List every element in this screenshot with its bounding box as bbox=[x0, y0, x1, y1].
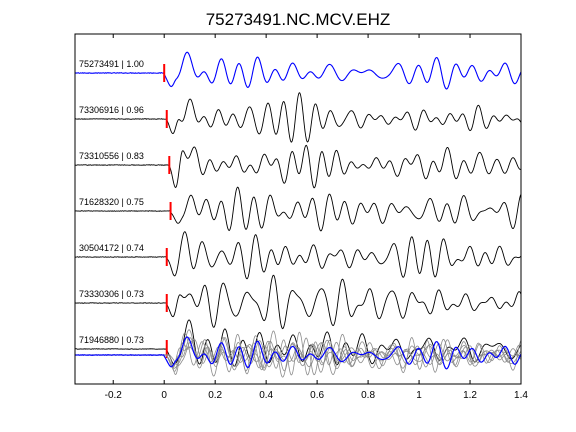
x-tick-label: 1.2 bbox=[463, 390, 477, 401]
waveform-trace-71628320 bbox=[74, 186, 522, 232]
axes-box bbox=[74, 33, 522, 385]
x-tick-label: 0.4 bbox=[259, 390, 273, 401]
trace-label-73306916: 73306916 | 0.96 bbox=[79, 105, 144, 115]
trace-label-73330306: 73330306 | 0.73 bbox=[79, 289, 144, 299]
chart-title: 75273491.NC.MCV.EHZ bbox=[206, 10, 391, 29]
trace-labels: 75273491 | 1.00 73306916 | 0.96 73310556 |… bbox=[79, 59, 144, 345]
x-tick-label: 0.6 bbox=[310, 390, 324, 401]
stack-trace-75273491 bbox=[74, 336, 522, 370]
trace-label-71628320: 71628320 | 0.75 bbox=[79, 197, 144, 207]
trace-label-71946880: 71946880 | 0.73 bbox=[79, 335, 144, 345]
x-tick-label: 1.4 bbox=[514, 390, 528, 401]
trace-label-30504172: 30504172 | 0.74 bbox=[79, 243, 144, 253]
trace-label-75273491: 75273491 | 1.00 bbox=[79, 59, 144, 69]
x-tick-label: 1 bbox=[416, 390, 422, 401]
waveform-trace-73306916 bbox=[74, 92, 522, 143]
x-tick-label: -0.2 bbox=[105, 390, 123, 401]
plot-area bbox=[74, 51, 522, 378]
trace-label-73310556: 73310556 | 0.83 bbox=[79, 151, 144, 161]
x-axis: -0.2 0 0.2 0.4 0.6 0.8 1 1.2 1.4 bbox=[105, 34, 528, 401]
x-tick-label: 0.8 bbox=[361, 390, 375, 401]
x-tick-label: 0.2 bbox=[208, 390, 222, 401]
waveform-trace-30504172 bbox=[74, 231, 522, 280]
waveform-trace-73330306 bbox=[74, 274, 522, 330]
waveform-trace-73310556 bbox=[74, 144, 522, 189]
waveform-trace-75273491 bbox=[74, 51, 522, 90]
x-tick-label: 0 bbox=[161, 390, 167, 401]
